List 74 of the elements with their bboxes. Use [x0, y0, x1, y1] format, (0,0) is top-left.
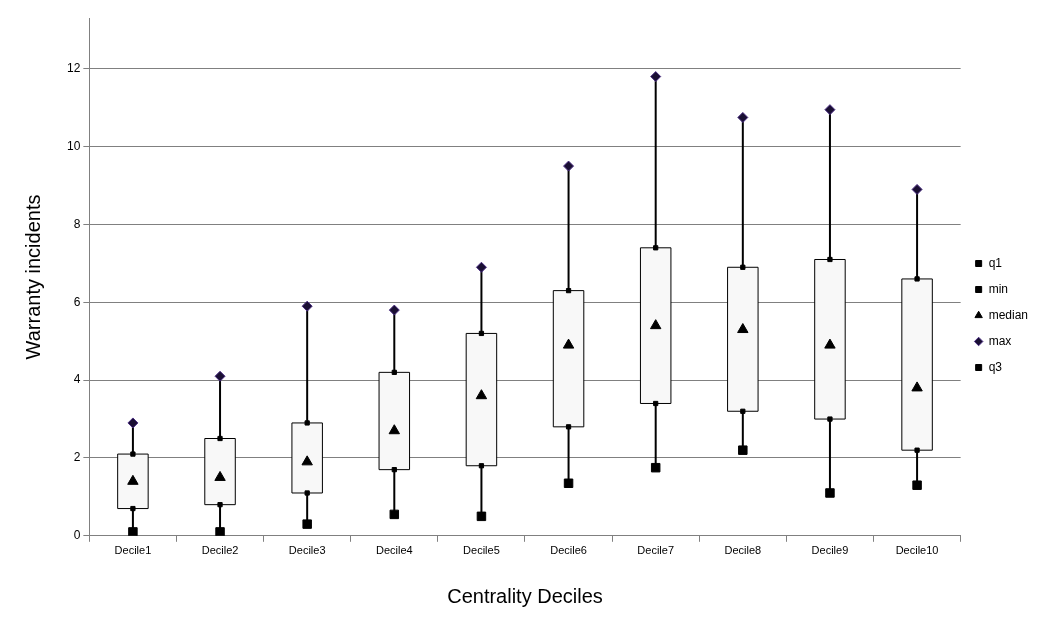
point	[737, 111, 749, 123]
y-tick-label: 0	[73, 528, 81, 543]
point	[827, 416, 833, 422]
x-tick-label: Decile1	[114, 544, 152, 557]
point	[563, 478, 574, 488]
point	[127, 417, 139, 429]
point	[475, 261, 487, 273]
point	[827, 256, 833, 263]
point	[301, 300, 313, 312]
x-tick-label: Decile2	[201, 544, 239, 557]
y-tick-label: 10	[66, 138, 81, 153]
point	[824, 104, 836, 116]
point	[740, 264, 746, 270]
legend-label: median	[988, 307, 1028, 322]
point	[304, 490, 310, 496]
point	[301, 455, 313, 466]
point	[911, 381, 923, 392]
x-tick-label: Decile7	[637, 544, 675, 557]
point	[217, 502, 223, 508]
x-tick-label: Decile9	[811, 544, 849, 557]
y-tick-label: 4	[73, 372, 81, 387]
point	[912, 480, 922, 490]
point	[304, 420, 310, 426]
point	[824, 338, 836, 349]
point	[649, 319, 662, 330]
point	[217, 435, 223, 442]
point	[478, 463, 485, 469]
x-axis-title: Centrality Deciles	[447, 584, 603, 607]
point	[130, 451, 136, 457]
point	[825, 488, 835, 498]
x-tick-label: Decile6	[550, 544, 587, 557]
legend-label: q3	[988, 359, 1003, 374]
point	[737, 323, 749, 334]
y-tick-label: 2	[73, 450, 81, 465]
point	[215, 527, 225, 536]
y-tick-label: 6	[73, 294, 81, 309]
point	[391, 467, 397, 473]
point	[740, 408, 746, 414]
legend-label: min	[988, 281, 1008, 296]
x-tick-label: Decile5	[463, 544, 500, 557]
point	[911, 183, 923, 195]
x-tick-label: Decile4	[375, 544, 413, 557]
point	[127, 474, 139, 485]
point	[562, 338, 575, 349]
point	[130, 505, 136, 512]
point	[565, 424, 572, 430]
point	[476, 511, 487, 522]
point	[914, 276, 920, 282]
x-tick-label: Decile8	[724, 544, 762, 557]
x-tick-label: Decile3	[288, 544, 326, 557]
point	[391, 369, 397, 375]
point	[475, 389, 488, 400]
point	[738, 445, 748, 455]
point	[914, 447, 920, 453]
point	[214, 470, 226, 481]
point	[214, 370, 226, 382]
x-tick-label: Decile10	[895, 544, 939, 557]
legend-label: q1	[988, 255, 1003, 270]
point	[565, 288, 572, 294]
y-tick-label: 12	[66, 61, 81, 76]
point	[653, 400, 659, 407]
point	[302, 519, 312, 529]
point	[653, 245, 659, 251]
point	[650, 462, 661, 473]
y-axis-title: Warranty incidents	[21, 194, 44, 360]
point	[388, 304, 400, 316]
point	[128, 527, 138, 536]
point	[563, 160, 575, 172]
y-tick-label: 8	[73, 216, 81, 231]
point	[389, 509, 400, 520]
point	[388, 424, 400, 435]
point	[478, 330, 485, 337]
point	[650, 71, 662, 83]
legend-label: max	[988, 333, 1012, 348]
